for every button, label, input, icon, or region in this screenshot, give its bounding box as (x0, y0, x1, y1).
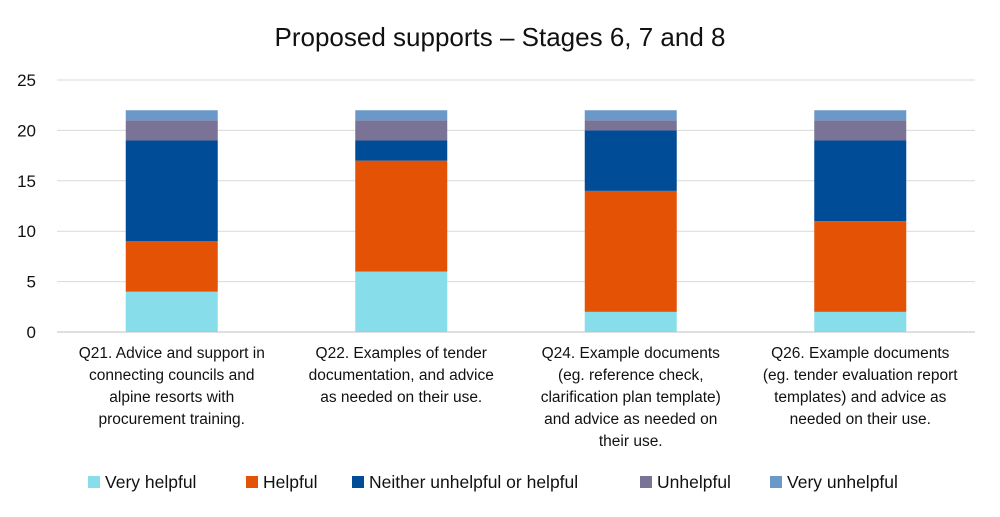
bar-segment (814, 221, 907, 312)
bar-segment (125, 120, 218, 141)
bar-segment (125, 110, 218, 121)
x-tick-label-line: Q21. Advice and support in (79, 345, 265, 362)
x-tick-label-line: clarification plan template) (541, 389, 721, 406)
bar-segment (814, 120, 907, 141)
legend-swatch (770, 476, 782, 488)
y-tick-label: 0 (27, 323, 36, 342)
legend-item: Very helpful (88, 472, 196, 492)
bar-segment (584, 110, 677, 121)
bar-segment (814, 311, 907, 332)
bars (125, 110, 907, 332)
bar-stack (355, 110, 448, 332)
y-tick-label: 20 (17, 121, 36, 140)
bar-segment (584, 190, 677, 312)
bar-segment (355, 271, 448, 332)
bar-segment (355, 110, 448, 121)
x-tick-label-line: their use. (599, 433, 663, 450)
legend-label: Helpful (263, 472, 317, 492)
bar-segment (125, 241, 218, 292)
x-tick-label-line: alpine resorts with (109, 389, 234, 406)
y-tick-label: 10 (17, 222, 36, 241)
x-tick-label-line: templates) and advice as (774, 389, 947, 406)
bar-segment (814, 110, 907, 121)
y-tick-label: 25 (17, 71, 36, 90)
bar-segment (125, 291, 218, 332)
legend-label: Neither unhelpful or helpful (369, 472, 578, 492)
legend-label: Unhelpful (657, 472, 731, 492)
bar-segment (355, 160, 448, 272)
x-tick-label-line: Q26. Example documents (771, 345, 950, 362)
legend-swatch (640, 476, 652, 488)
x-tick-label-line: Q24. Example documents (542, 345, 721, 362)
x-tick-label-line: (eg. tender evaluation report (763, 367, 958, 384)
legend-item: Neither unhelpful or helpful (352, 472, 578, 492)
x-tick-label: Q22. Examples of tender documentation, an… (309, 345, 494, 406)
legend-swatch (246, 476, 258, 488)
x-tick-label-line: (eg. reference check, (558, 367, 704, 384)
legend-label: Very helpful (105, 472, 196, 492)
x-tick-label: Q21. Advice and support in connecting cou… (79, 345, 265, 428)
legend-item: Unhelpful (640, 472, 731, 492)
chart-title: Proposed supports – Stages 6, 7 and 8 (275, 22, 726, 52)
bar-segment (125, 140, 218, 242)
x-tick-label-line: Q22. Examples of tender (316, 345, 487, 362)
bar-segment (355, 140, 448, 161)
legend: Very helpful Helpful Neither unhelpful or … (88, 472, 898, 492)
bar-stack (814, 110, 907, 332)
x-tick-label-line: and advice as needed on (544, 411, 717, 428)
bar-stack (584, 110, 677, 332)
legend-label: Very unhelpful (787, 472, 898, 492)
x-tick-label-line: procurement training. (99, 411, 245, 428)
bar-segment (355, 120, 448, 141)
x-tick-label-line: connecting councils and (89, 367, 254, 384)
y-tick-label: 5 (27, 273, 36, 292)
bar-segment (584, 130, 677, 191)
x-tick-label-line: needed on their use. (790, 411, 931, 428)
bar-segment (814, 140, 907, 222)
x-tick-label-line: as needed on their use. (320, 389, 482, 406)
y-axis: 0 5 10 15 20 25 (17, 71, 36, 342)
x-tick-label: Q26. Example documents (eg. tender evalua… (763, 345, 958, 428)
x-tick-label: Q24. Example documents (eg. reference che… (541, 345, 721, 450)
x-tick-label-line: documentation, and advice (309, 367, 494, 384)
legend-item: Helpful (246, 472, 317, 492)
x-axis: Q21. Advice and support in connecting cou… (57, 331, 975, 450)
y-tick-label: 15 (17, 172, 36, 191)
legend-item: Very unhelpful (770, 472, 898, 492)
bar-stack (125, 110, 218, 332)
bar-segment (584, 120, 677, 131)
legend-swatch (352, 476, 364, 488)
legend-swatch (88, 476, 100, 488)
bar-segment (584, 311, 677, 332)
